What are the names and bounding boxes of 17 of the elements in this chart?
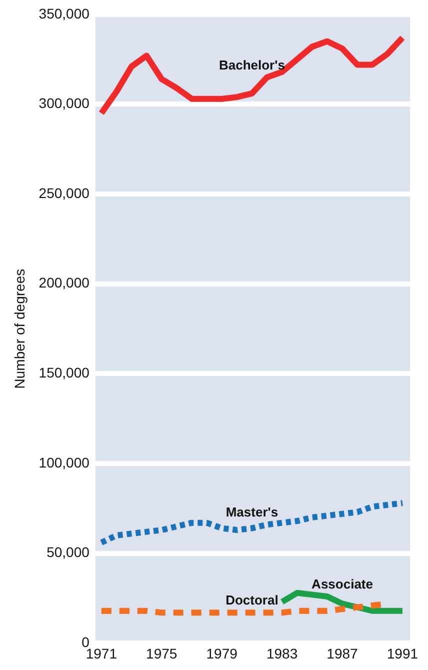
y-tick-label: 300,000 <box>38 95 90 112</box>
series-label: Master's <box>226 504 278 520</box>
series-label: Associate <box>312 576 373 592</box>
x-tick-label: 1983 <box>266 645 298 662</box>
y-tick-label: 350,000 <box>38 5 90 22</box>
y-tick-label: 50,000 <box>46 544 90 560</box>
x-tick-label: 1979 <box>206 645 238 662</box>
series-label: Doctoral <box>226 592 278 608</box>
y-tick-label: 250,000 <box>38 184 90 201</box>
y-tick-label: 200,000 <box>38 274 90 291</box>
series-label: Bachelor's <box>218 57 285 72</box>
y-axis-title: Number of degrees <box>11 268 28 389</box>
x-tick-label: 1975 <box>146 645 178 662</box>
x-tick-label: 1987 <box>326 645 358 662</box>
y-tick-label: 100,000 <box>38 454 90 470</box>
y-tick-label: 150,000 <box>38 364 90 381</box>
x-tick-label: 1991 <box>386 645 418 662</box>
